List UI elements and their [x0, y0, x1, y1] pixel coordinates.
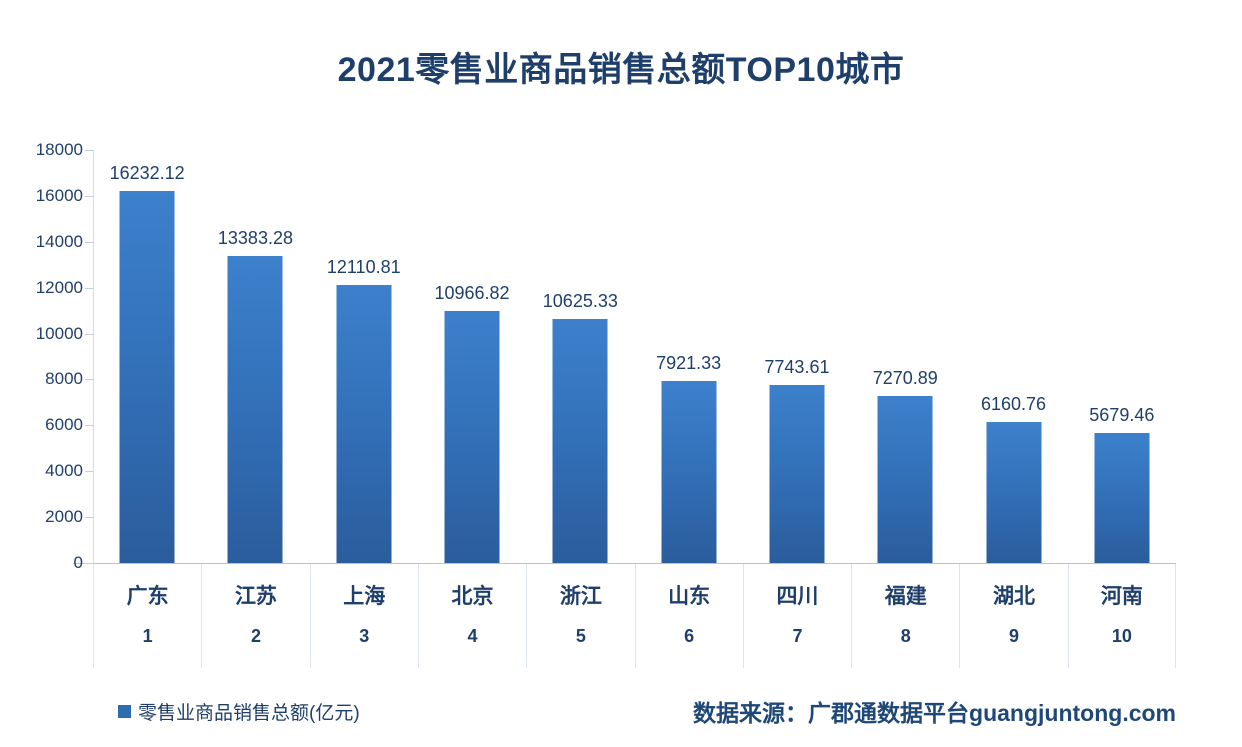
- bar-广东[interactable]: [119, 190, 175, 563]
- bar-slot: 10625.33: [526, 150, 634, 563]
- bar-value-label: 7743.61: [764, 357, 830, 378]
- y-axis-tick: [85, 333, 93, 335]
- bar-湖北[interactable]: [986, 421, 1042, 563]
- bar-slot: 7270.89: [851, 150, 959, 563]
- bars-layer: 16232.12 13383.28 12110.81 10966.82 10625.33…: [93, 150, 1176, 563]
- category-name-label: 上海: [343, 585, 386, 608]
- y-axis-tick: [85, 563, 93, 564]
- category-name-label: 湖北: [993, 585, 1036, 608]
- category-cell: 福建 8: [851, 564, 959, 668]
- category-cell: 山东 6: [634, 564, 743, 668]
- y-axis-tick-label: 8000: [45, 369, 83, 389]
- category-name-label: 广东: [126, 585, 169, 608]
- y-axis-tick-label: 16000: [35, 185, 83, 205]
- bar-slot: 16232.12: [93, 150, 201, 563]
- y-axis-tick-label: 2000: [45, 507, 83, 527]
- bar-北京[interactable]: [444, 311, 500, 563]
- bar-slot: 6160.76: [959, 150, 1067, 563]
- plot-area: 0 2000 4000 6000 8000 10000 12000 14000 16000 180…: [36, 140, 1176, 572]
- bar-value-label: 13383.28: [217, 227, 293, 248]
- category-rank-label: 4: [467, 626, 478, 646]
- y-axis-tick: [85, 471, 93, 473]
- category-rank-label: 5: [575, 626, 586, 646]
- category-rank-label: 7: [792, 626, 803, 646]
- category-name-label: 四川: [776, 585, 819, 608]
- bar-value-label: 10966.82: [434, 283, 510, 304]
- y-axis-tick: [85, 517, 93, 519]
- category-cell: 北京 4: [417, 564, 526, 668]
- category-name-label: 福建: [884, 585, 927, 608]
- category-rank-label: 2: [250, 626, 261, 646]
- bar-slot: 7921.33: [635, 150, 743, 563]
- category-cell: 上海 3: [309, 564, 418, 668]
- category-rank-label: 3: [359, 626, 370, 646]
- category-rank-label: 6: [684, 626, 695, 646]
- chart-title: 2021零售业商品销售总额TOP10城市: [337, 51, 905, 89]
- bar-四川[interactable]: [769, 385, 825, 563]
- bar-value-label: 7921.33: [656, 353, 722, 374]
- y-axis-line: [93, 150, 94, 563]
- category-cell: 广东 1: [93, 564, 201, 668]
- y-axis-tick: [85, 287, 93, 289]
- bar-slot: 5679.46: [1068, 150, 1176, 563]
- category-rank-label: 8: [900, 626, 911, 646]
- chart-legend: 零售业商品销售总额(亿元): [118, 698, 360, 725]
- category-cell: 湖北 9: [959, 564, 1067, 668]
- bar-江苏[interactable]: [227, 255, 283, 563]
- bar-slot: 7743.61: [743, 150, 851, 563]
- category-name-label: 北京: [451, 585, 494, 608]
- bar-上海[interactable]: [336, 285, 392, 563]
- y-axis-tick: [85, 379, 93, 381]
- category-cell: 四川 7: [742, 564, 851, 668]
- bar-value-label: 7270.89: [872, 368, 938, 389]
- bar-value-label: 10625.33: [542, 291, 618, 312]
- y-axis-tick-label: 18000: [35, 140, 83, 159]
- bar-value-label: 12110.81: [326, 257, 401, 278]
- bar-slot: 10966.82: [418, 150, 526, 563]
- bar-slot: 13383.28: [201, 150, 309, 563]
- category-cell: 江苏 2: [201, 564, 309, 668]
- y-axis-tick: [85, 241, 93, 243]
- category-name-label: 浙江: [559, 585, 602, 608]
- category-cell: 浙江 5: [526, 564, 634, 668]
- y-axis-tick: [85, 425, 93, 427]
- bar-河南[interactable]: [1094, 432, 1150, 563]
- y-axis-tick-label: 10000: [35, 323, 83, 343]
- legend-marker-icon: [118, 705, 131, 718]
- category-rank-label: 1: [142, 626, 153, 646]
- y-axis-tick-label: 14000: [35, 231, 83, 251]
- category-name-label: 山东: [668, 585, 711, 608]
- category-rank-label: 10: [1111, 626, 1132, 646]
- bar-value-label: 6160.76: [980, 393, 1047, 414]
- y-axis-tick: [85, 150, 93, 151]
- bar-福建[interactable]: [877, 396, 933, 563]
- x-axis-line: [73, 563, 1176, 564]
- category-rank-label: 9: [1009, 626, 1020, 646]
- y-axis-tick-label: 12000: [35, 277, 83, 297]
- data-source-note: 数据来源：广郡通数据平台guangjuntong.com: [693, 700, 1176, 726]
- legend-series-label: 零售业商品销售总额(亿元): [138, 703, 360, 724]
- category-axis-table: 广东 1 江苏 2 上海 3 北京 4 浙江 5 山东 6 四川 7 福建 8 湖北 9 河南 10: [93, 564, 1176, 668]
- bar-山东[interactable]: [661, 381, 717, 563]
- category-name-label: 河南: [1100, 585, 1143, 608]
- bar-value-label: 5679.46: [1089, 404, 1155, 425]
- bar-slot: 12110.81: [310, 150, 418, 563]
- y-axis-tick-label: 6000: [45, 415, 83, 435]
- category-cell: 河南 10: [1067, 564, 1176, 668]
- y-axis-tick: [85, 195, 93, 197]
- y-axis-tick-label: 0: [73, 553, 83, 572]
- bar-value-label: 16232.12: [109, 162, 185, 183]
- y-axis-tick-label: 4000: [45, 461, 83, 481]
- bar-浙江[interactable]: [552, 319, 608, 563]
- category-name-label: 江苏: [234, 585, 277, 608]
